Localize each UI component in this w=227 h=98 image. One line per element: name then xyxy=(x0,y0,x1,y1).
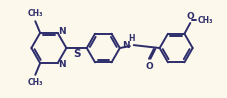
Text: CH₃: CH₃ xyxy=(27,9,43,18)
Text: H: H xyxy=(128,34,135,43)
Text: N: N xyxy=(122,41,130,50)
Text: O: O xyxy=(186,12,194,21)
Text: O: O xyxy=(145,62,153,71)
Text: CH₃: CH₃ xyxy=(27,78,43,87)
Text: CH₃: CH₃ xyxy=(198,16,214,25)
Text: N: N xyxy=(59,27,66,36)
Text: N: N xyxy=(59,60,66,69)
Text: S: S xyxy=(73,49,80,59)
